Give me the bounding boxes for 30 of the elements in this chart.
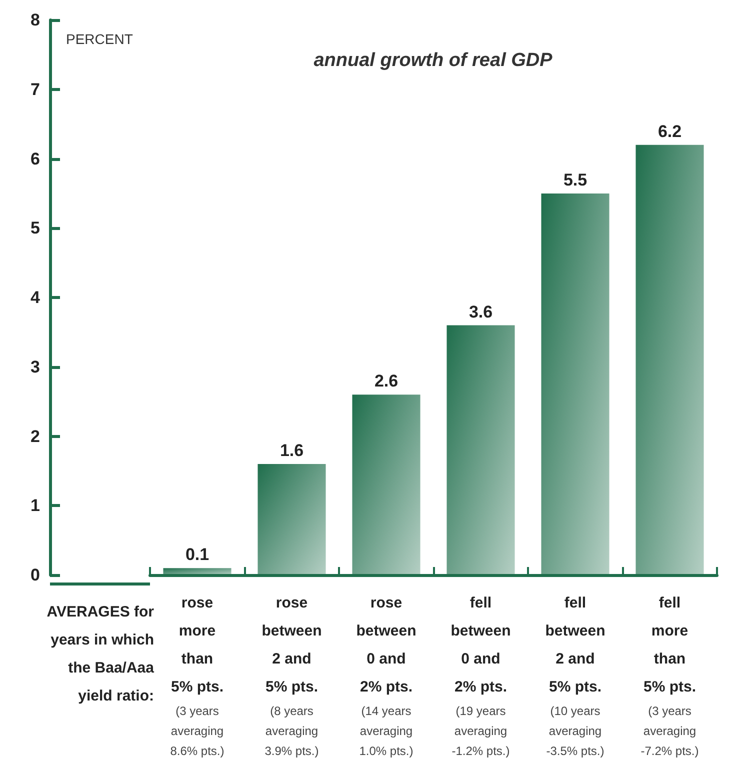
y-axis-title: PERCENT [66,31,134,47]
data-label: 5.5 [563,170,588,190]
data-label: 0.1 [185,545,210,564]
data-label: 1.6 [280,441,304,460]
x-tick-label: rose between 2 and 5% pts. (8 years averaging 3.9% pts.) [262,594,322,758]
x-tick-label: fell between 2 and 5% pts. (10 years averaging -3.5% pts.) [545,594,606,758]
y-tick-label: 3 [30,357,40,376]
x-tick-label: fell between 0 and 2% pts. (19 years averaging -1.2% pts.) [450,594,511,758]
y-tick-label: 4 [30,288,41,307]
bar [163,568,232,575]
data-label: 3.6 [468,302,493,322]
bar [258,464,326,575]
bar [352,394,420,575]
y-tick-label: 2 [30,426,40,446]
bar [446,325,515,575]
bar [636,144,704,575]
y-tick-label: 1 [30,496,40,516]
y-tick-label: 8 [30,10,40,30]
data-label: 6.2 [658,122,682,141]
y-tick-label: 5 [30,218,40,238]
text: annual growth of real GDP [314,50,553,71]
y-tick-label: 7 [30,80,40,99]
y-tick-label: 0 [30,566,40,584]
x-tick-label: rose more than 5% pts. (3 years averaging 8.6% pts.) [170,594,224,758]
x-axis-title: AVERAGES for years in which the Baa/Aaa yield ratio: [46,604,155,704]
x-tick-label: rose between 0 and 2% pts. (14 years averaging 1.0% pts.) [356,594,416,758]
bar [541,193,610,575]
data-label: 2.6 [374,372,398,391]
x-tick-label: fell more than 5% pts. (3 years averaging -7.2% pts.) [640,594,699,758]
y-tick-label: 6 [30,149,40,168]
